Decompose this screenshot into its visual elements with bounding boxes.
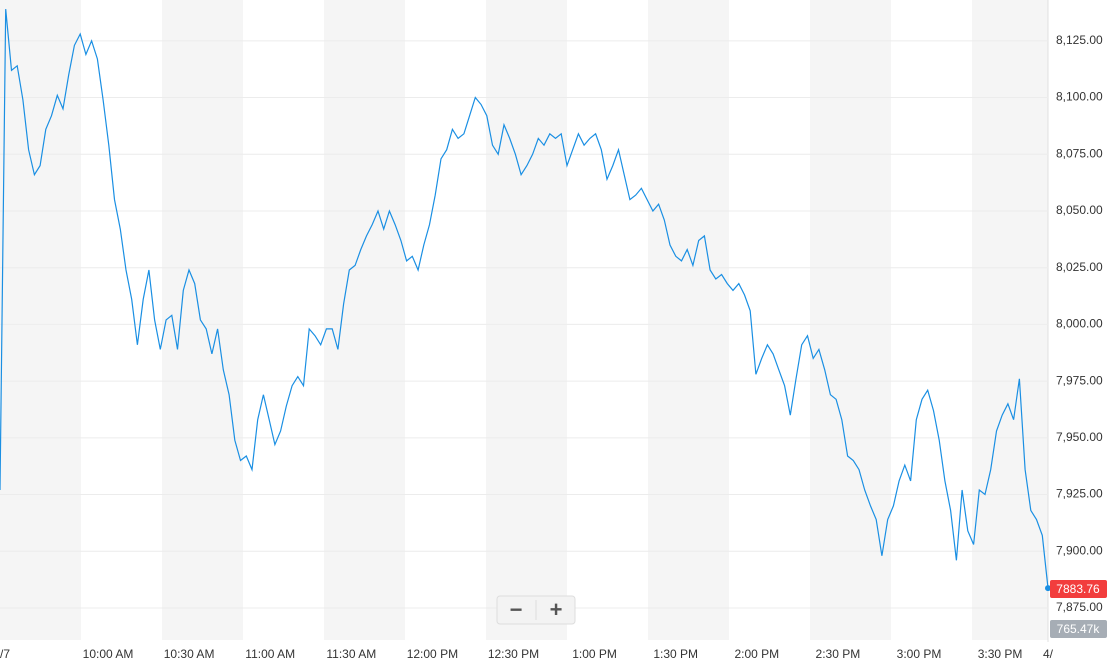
y-tick-label: 7,925.00 <box>1056 487 1103 501</box>
x-tick-label: 10:00 AM <box>83 647 134 661</box>
shaded-band <box>162 0 243 640</box>
x-tick-label: 1:00 PM <box>572 647 617 661</box>
x-tick-label: 11:00 AM <box>245 647 295 661</box>
y-tick-label: 8,100.00 <box>1056 90 1103 104</box>
y-tick-label: 7,875.00 <box>1056 600 1103 614</box>
shaded-band <box>972 0 1048 640</box>
x-tick-label: 4/ <box>1043 647 1054 661</box>
last-point <box>1045 585 1051 592</box>
shaded-band <box>648 0 729 640</box>
y-tick-label: 8,125.00 <box>1056 33 1103 47</box>
x-tick-label: 1:30 PM <box>653 647 698 661</box>
zoom-controls: − + <box>496 595 576 625</box>
y-tick-label: 8,075.00 <box>1056 146 1103 160</box>
current-price-label: 7883.76 <box>1056 582 1100 596</box>
x-tick-label: 12:30 PM <box>488 647 539 661</box>
y-tick-label: 7,950.00 <box>1056 430 1103 444</box>
x-tick-label: 2:00 PM <box>734 647 779 661</box>
x-tick-label: 2:30 PM <box>816 647 861 661</box>
y-tick-label: 8,050.00 <box>1056 203 1103 217</box>
zoom-in-button[interactable]: + <box>550 597 563 622</box>
price-line <box>0 9 1049 589</box>
y-tick-label: 7,900.00 <box>1056 543 1103 557</box>
shaded-band <box>0 0 81 640</box>
price-badge <box>1050 580 1107 598</box>
grid: 7,875.00 7,900.00 7,925.00 7,950.00 7,975.00… <box>0 33 1103 661</box>
zoom-out-button[interactable]: − <box>510 597 523 622</box>
x-tick-label: /7 <box>0 647 10 661</box>
x-tick-label: 10:30 AM <box>164 647 215 661</box>
x-tick-label: 3:00 PM <box>897 647 942 661</box>
plot <box>0 9 1051 592</box>
shaded-band <box>810 0 891 640</box>
volume-label: 765.47k <box>1057 622 1101 636</box>
y-tick-label: 8,000.00 <box>1056 317 1103 331</box>
y-tick-label: 8,025.00 <box>1056 260 1103 274</box>
y-tick-label: 7,975.00 <box>1056 373 1103 387</box>
shaded-band <box>486 0 567 640</box>
x-tick-label: 11:30 AM <box>326 647 376 661</box>
volume-badge <box>1050 620 1107 638</box>
time-bands <box>0 0 1049 642</box>
shaded-band <box>324 0 405 640</box>
x-tick-label: 12:00 PM <box>407 647 458 661</box>
x-tick-label: 3:30 PM <box>978 647 1023 661</box>
